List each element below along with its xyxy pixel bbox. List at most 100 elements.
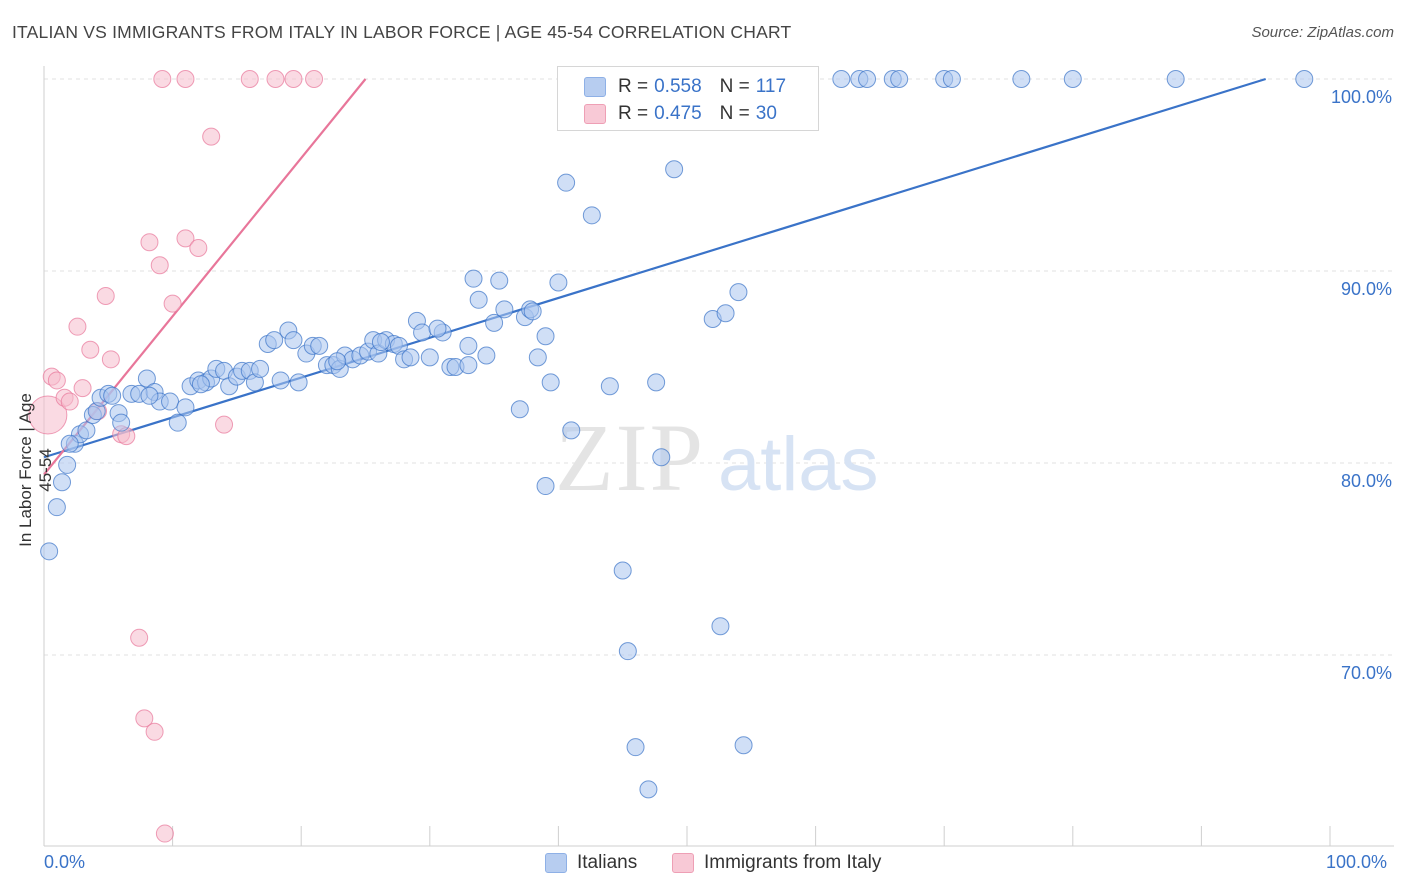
data-point-pink <box>266 70 285 88</box>
data-point-blue <box>600 377 619 396</box>
data-point-blue <box>582 206 601 225</box>
data-point-pink <box>47 371 66 390</box>
legend-n-value: 117 <box>755 76 787 97</box>
data-point-blue <box>289 373 308 392</box>
trend-line-blue <box>43 77 1267 459</box>
data-point-blue <box>647 373 666 392</box>
bottom-legend-label: Italians <box>577 852 638 873</box>
y-tick-label: 70.0% <box>1341 663 1392 683</box>
data-point-pink <box>140 233 159 252</box>
legend-swatch-blue <box>584 77 606 97</box>
data-point-blue <box>557 173 576 192</box>
legend-r-label: R = <box>618 103 649 124</box>
data-point-blue <box>328 352 347 371</box>
data-point-blue <box>729 283 748 302</box>
data-point-pink <box>189 238 208 257</box>
data-point-blue <box>112 413 131 432</box>
data-point-pink <box>240 70 259 88</box>
data-point-blue <box>53 473 72 492</box>
legend-row-immigrants: R = 0.475 N = 30 <box>584 102 777 126</box>
watermark-zip: ZIP <box>555 404 705 511</box>
data-point-blue <box>523 302 542 321</box>
data-point-pink <box>28 395 68 435</box>
data-point-blue <box>734 736 753 755</box>
data-point-blue <box>137 369 156 388</box>
legend-row-italians: R = 0.558 N = 117 <box>584 75 786 99</box>
data-point-pink <box>153 70 172 88</box>
watermark-atlas: atlas <box>718 422 879 507</box>
legend-n-label: N = <box>719 76 750 97</box>
data-point-pink <box>202 127 221 146</box>
data-point-pink <box>155 824 174 843</box>
data-point-blue <box>711 617 730 636</box>
data-point-blue <box>618 642 637 661</box>
axes <box>43 66 1394 847</box>
y-tick-label: 100.0% <box>1331 87 1392 107</box>
data-points <box>28 70 1314 843</box>
data-point-blue <box>477 346 496 365</box>
data-point-blue <box>464 269 483 288</box>
chart-title: ITALIAN VS IMMIGRANTS FROM ITALY IN LABO… <box>12 22 792 42</box>
data-point-blue <box>459 356 478 375</box>
data-point-blue <box>420 348 439 367</box>
data-point-blue <box>310 336 329 355</box>
data-point-pink <box>130 628 149 647</box>
data-point-blue <box>103 386 122 405</box>
data-point-blue <box>1166 70 1185 88</box>
data-point-blue <box>528 348 547 367</box>
y-tick-label: 90.0% <box>1341 279 1392 299</box>
data-point-blue <box>890 70 909 88</box>
data-point-pink <box>96 286 115 305</box>
x-axis-min-label: 0.0% <box>44 852 86 872</box>
data-point-blue <box>652 448 671 467</box>
data-point-blue <box>413 323 432 342</box>
data-point-blue <box>469 290 488 309</box>
data-point-blue <box>40 542 59 561</box>
data-point-pink <box>101 350 120 369</box>
legend-r-value: 0.558 <box>654 76 702 97</box>
data-point-blue <box>490 271 509 290</box>
bottom-legend-italians: Italians <box>545 852 637 874</box>
legend-swatch-pink <box>584 104 606 124</box>
legend-r-value: 0.475 <box>654 103 702 124</box>
data-point-blue <box>428 319 447 338</box>
data-point-blue <box>1063 70 1082 88</box>
data-point-blue <box>401 348 420 367</box>
data-point-blue <box>626 738 645 757</box>
data-point-pink <box>163 294 182 313</box>
data-point-pink <box>284 70 303 88</box>
watermark: ZIP atlas <box>555 404 879 511</box>
data-point-blue <box>510 400 529 419</box>
data-point-blue <box>459 336 478 355</box>
data-point-blue <box>562 421 581 440</box>
legend-r-label: R = <box>618 76 649 97</box>
data-point-pink <box>305 70 324 88</box>
data-point-blue <box>284 331 303 350</box>
y-axis-label: In Labor Force | Age 45-54 <box>16 393 55 547</box>
data-point-blue <box>549 273 568 292</box>
data-point-pink <box>176 70 195 88</box>
data-point-blue <box>613 561 632 580</box>
y-tick-label: 80.0% <box>1341 471 1392 491</box>
bottom-legend-label: Immigrants from Italy <box>704 852 882 873</box>
data-point-blue <box>536 327 555 346</box>
data-point-blue <box>541 373 560 392</box>
data-point-blue <box>176 398 195 417</box>
data-point-blue <box>716 304 735 323</box>
data-point-blue <box>47 498 66 517</box>
data-point-blue <box>495 300 514 319</box>
data-point-blue <box>832 70 851 88</box>
data-point-pink <box>145 722 164 741</box>
data-point-blue <box>251 359 270 378</box>
data-point-pink <box>60 392 79 411</box>
data-point-blue <box>858 70 877 88</box>
legend-n-value: 30 <box>755 103 777 124</box>
data-point-blue <box>271 371 290 390</box>
bottom-legend: Italians Immigrants from Italy <box>0 852 1406 878</box>
bottom-legend-swatch-pink <box>672 853 694 873</box>
legend-n-label: N = <box>719 103 750 124</box>
legend-box: R = 0.558 N = 117 R = 0.475 N = 30 <box>557 66 819 131</box>
data-point-blue <box>639 780 658 799</box>
data-point-blue <box>1295 70 1314 88</box>
